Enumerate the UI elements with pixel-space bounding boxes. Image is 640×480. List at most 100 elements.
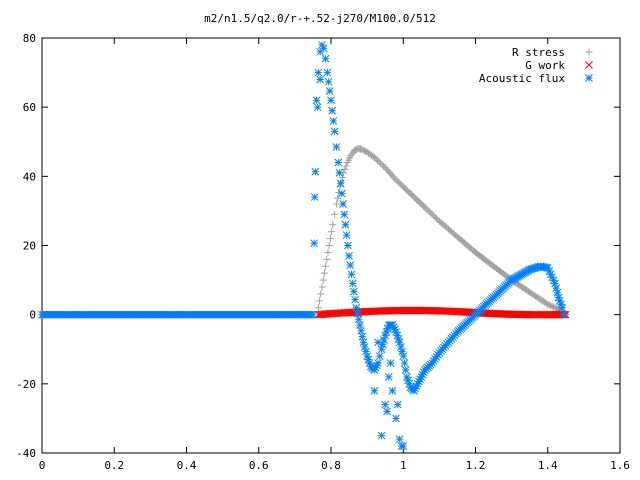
data-point bbox=[545, 301, 553, 309]
x-tick-label: 1.4 bbox=[538, 459, 558, 472]
data-point bbox=[551, 279, 559, 288]
data-point bbox=[547, 302, 555, 310]
axis-ticks: 0 0.2 0.4 0.6 0.8 1 1.2 1.4 1.6 -40 -20 0 20 40 60 80 bbox=[16, 32, 630, 472]
y-tick-label: 40 bbox=[23, 170, 36, 183]
data-point bbox=[319, 44, 328, 53]
data-point bbox=[374, 338, 382, 347]
data-point bbox=[374, 359, 382, 367]
data-point bbox=[395, 435, 404, 444]
data-point bbox=[335, 169, 344, 177]
data-point bbox=[377, 159, 385, 167]
data-point bbox=[345, 252, 353, 260]
data-point bbox=[312, 96, 321, 105]
data-point bbox=[327, 96, 335, 105]
legend-marker bbox=[585, 48, 593, 56]
data-point bbox=[544, 300, 552, 308]
x-tick-label: 0.6 bbox=[249, 459, 269, 472]
data-point bbox=[326, 235, 334, 243]
data-point bbox=[338, 173, 346, 181]
data-point bbox=[322, 262, 330, 270]
data-point bbox=[375, 352, 384, 361]
data-point bbox=[328, 228, 336, 236]
data-point bbox=[398, 347, 406, 356]
y-tick-label: -20 bbox=[16, 378, 36, 391]
data-point bbox=[397, 442, 406, 450]
data-point bbox=[325, 242, 333, 249]
data-point bbox=[325, 87, 334, 95]
data-point bbox=[395, 338, 404, 347]
legend-label: Acoustic flux bbox=[479, 72, 565, 85]
data-point bbox=[311, 167, 320, 176]
data-point bbox=[558, 303, 567, 312]
data-point bbox=[550, 303, 558, 311]
x-tick-label: 1.6 bbox=[610, 459, 630, 472]
data-point bbox=[309, 310, 317, 319]
data-point bbox=[399, 352, 408, 361]
data-point bbox=[359, 338, 368, 347]
data-point bbox=[393, 400, 402, 409]
data-point bbox=[324, 77, 333, 86]
legend-label: G work bbox=[525, 59, 565, 72]
legend-label: R stress bbox=[512, 46, 565, 59]
legend-marker bbox=[585, 74, 593, 82]
data-point bbox=[560, 310, 568, 319]
data-point bbox=[318, 283, 326, 291]
data-point bbox=[336, 179, 345, 188]
x-tick-label: 0.4 bbox=[177, 459, 197, 472]
data-point bbox=[313, 103, 322, 112]
data-point bbox=[310, 239, 318, 248]
data-point bbox=[351, 295, 359, 304]
data-point bbox=[346, 261, 355, 269]
y-tick-label: -40 bbox=[16, 447, 36, 460]
data-point bbox=[310, 193, 319, 201]
data-point bbox=[401, 366, 410, 374]
data-point bbox=[360, 343, 369, 351]
data-point bbox=[552, 304, 560, 312]
series-r-stress bbox=[314, 145, 570, 319]
chart-title: m2/n1.5/q2.0/r-+.52-j270/M100.0/512 bbox=[204, 12, 436, 25]
data-point bbox=[337, 189, 346, 198]
data-point bbox=[316, 297, 324, 305]
data-point bbox=[377, 345, 386, 354]
data-point bbox=[334, 194, 342, 202]
data-point bbox=[380, 336, 388, 344]
data-point bbox=[392, 328, 400, 336]
data-point bbox=[340, 210, 349, 219]
data-point bbox=[324, 248, 332, 256]
data-point bbox=[548, 302, 556, 310]
data-point bbox=[342, 162, 350, 170]
data-point bbox=[314, 304, 322, 312]
y-tick-label: 80 bbox=[23, 32, 36, 45]
data-point bbox=[347, 270, 356, 279]
data-point bbox=[323, 255, 331, 263]
data-point bbox=[362, 347, 370, 356]
legend-marker bbox=[585, 61, 593, 69]
x-tick-label: 1.2 bbox=[466, 459, 486, 472]
y-tick-label: 0 bbox=[29, 309, 36, 322]
data-point bbox=[380, 162, 388, 170]
data-point bbox=[334, 158, 343, 167]
data-point bbox=[551, 304, 559, 312]
data-point bbox=[350, 287, 358, 296]
data-point bbox=[383, 407, 391, 416]
data-point bbox=[329, 117, 338, 125]
data-point bbox=[381, 400, 390, 409]
data-point bbox=[321, 54, 330, 63]
data-point bbox=[314, 68, 323, 77]
y-tick-label: 20 bbox=[23, 240, 36, 253]
data-point bbox=[341, 220, 350, 229]
data-point bbox=[373, 156, 381, 164]
data-point bbox=[378, 161, 386, 169]
data-point bbox=[400, 359, 409, 367]
data-point bbox=[317, 290, 325, 298]
series-acoustic-flux bbox=[38, 41, 568, 450]
data-point bbox=[331, 210, 339, 218]
data-point bbox=[386, 359, 395, 367]
data-point bbox=[370, 386, 379, 395]
data-point bbox=[319, 276, 327, 284]
data-point bbox=[348, 279, 357, 288]
data-point bbox=[332, 200, 340, 208]
x-tick-label: 0.8 bbox=[321, 459, 341, 472]
data-point bbox=[330, 127, 339, 136]
